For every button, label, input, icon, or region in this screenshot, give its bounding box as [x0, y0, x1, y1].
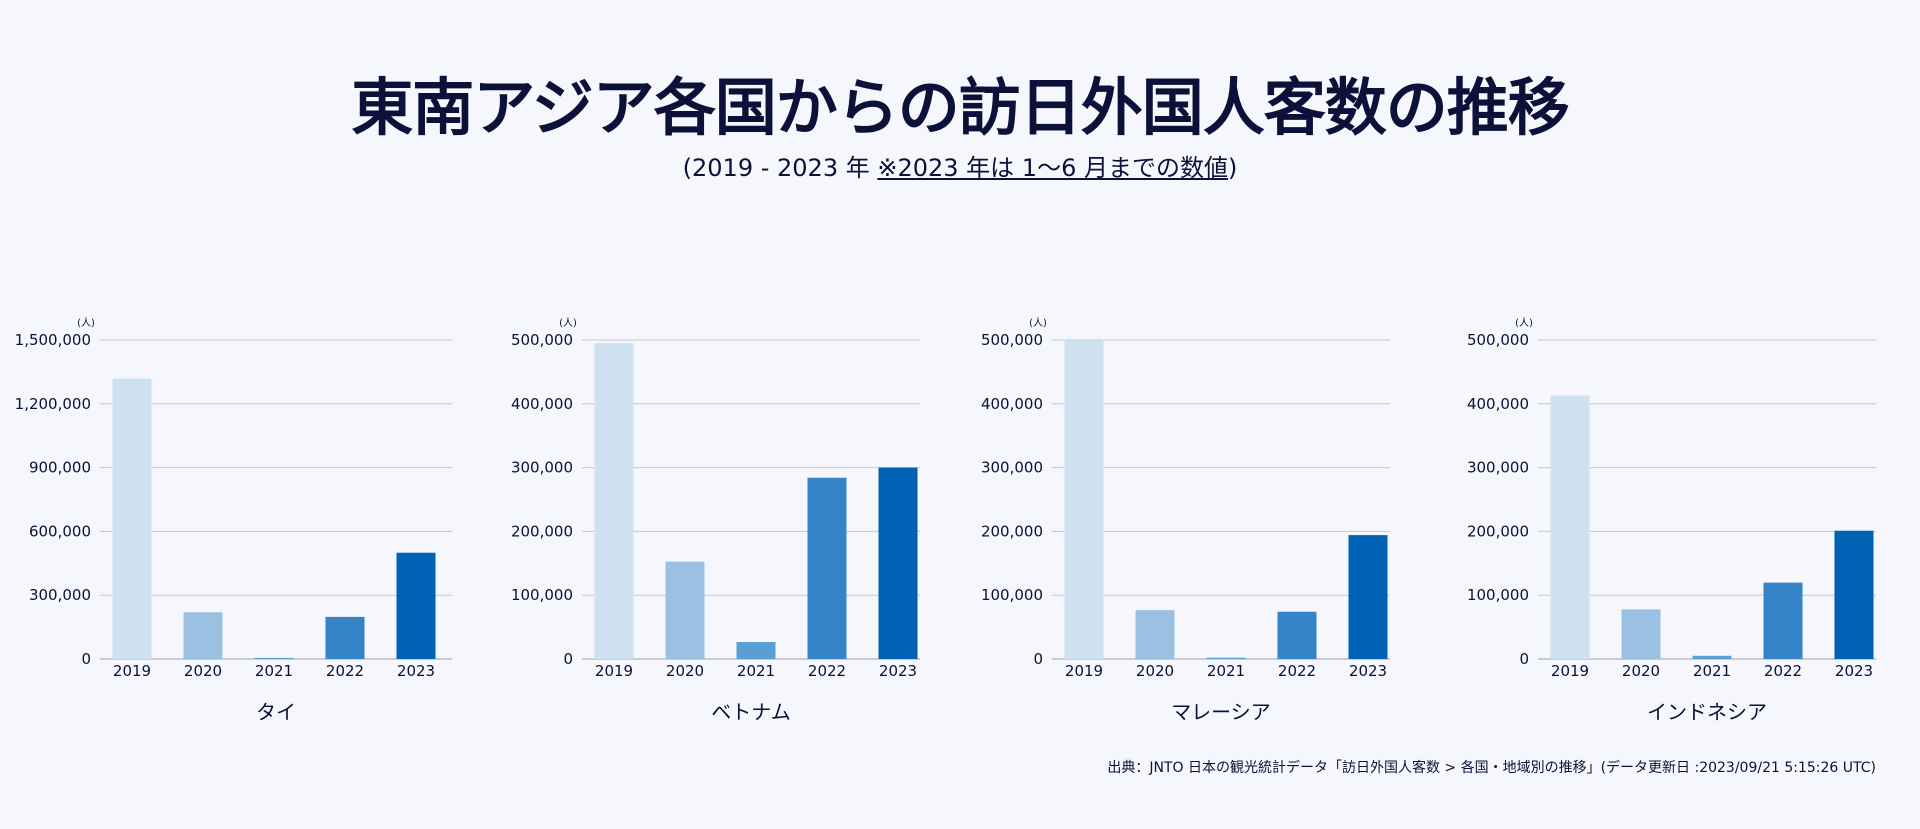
x-tick-label: 2019 [1551, 662, 1589, 680]
bar-2019 [1064, 338, 1104, 659]
bar-2022 [325, 616, 365, 659]
y-tick-label: 900,000 [29, 459, 91, 477]
y-tick-label: 0 [563, 650, 573, 668]
x-tick-label: 2022 [1278, 662, 1316, 680]
y-unit-label: (人) [559, 317, 577, 329]
y-tick-label: 0 [81, 650, 91, 668]
bar-2020 [1135, 610, 1175, 659]
bar-2019 [112, 378, 152, 659]
y-tick-label: 300,000 [1467, 459, 1529, 477]
y-tick-label: 300,000 [29, 586, 91, 604]
x-tick-label: 2021 [1693, 662, 1731, 680]
x-tick-label: 2023 [1349, 662, 1387, 680]
y-tick-label: 0 [1519, 650, 1529, 668]
y-tick-label: 400,000 [981, 395, 1043, 413]
source-note: 出典：JNTO 日本の観光統計データ「訪日外国人客数 > 各国・地域別の推移」(… [1107, 760, 1876, 776]
y-tick-label: 200,000 [1467, 522, 1529, 540]
x-tick-label: 2020 [184, 662, 222, 680]
x-tick-label: 2020 [1136, 662, 1174, 680]
country-label: マレーシア [1171, 700, 1271, 724]
x-tick-label: 2022 [808, 662, 846, 680]
y-tick-label: 100,000 [1467, 586, 1529, 604]
y-tick-label: 500,000 [511, 331, 573, 349]
bar-2023 [396, 552, 436, 659]
x-tick-label: 2023 [397, 662, 435, 680]
chart-4: 0 100,000 200,000 300,000 400,000 500,000 (人) 2… [1467, 317, 1876, 724]
x-tick-label: 2021 [255, 662, 293, 680]
y-tick-label: 200,000 [511, 522, 573, 540]
bar-2020 [665, 561, 705, 659]
bar-2019 [594, 343, 634, 659]
y-tick-label: 100,000 [511, 586, 573, 604]
bar-2023 [1348, 535, 1388, 659]
x-tick-label: 2019 [595, 662, 633, 680]
y-tick-label: 600,000 [29, 522, 91, 540]
bar-2023 [878, 467, 918, 659]
x-tick-label: 2023 [879, 662, 917, 680]
chart-1: 0 300,000 600,000 900,000 1,200,000 1,500,000… [15, 317, 452, 724]
bar-2022 [807, 477, 847, 659]
y-tick-label: 500,000 [1467, 331, 1529, 349]
country-label: ベトナム [711, 700, 790, 724]
y-tick-label: 1,200,000 [15, 395, 91, 413]
bar-2022 [1277, 611, 1317, 659]
bar-2021 [1692, 655, 1732, 659]
y-unit-label: (人) [1515, 317, 1533, 329]
y-tick-label: 400,000 [511, 395, 573, 413]
page-subtitle: (2019 - 2023 年 ※2023 年は 1〜6 月までの数値) [0, 152, 1920, 184]
y-tick-label: 0 [1033, 650, 1043, 668]
bar-2019 [1550, 395, 1590, 659]
y-unit-label: (人) [77, 317, 95, 329]
subtitle-open: ( [682, 154, 693, 182]
bar-2021 [1206, 657, 1246, 659]
x-tick-label: 2023 [1835, 662, 1873, 680]
y-tick-label: 500,000 [981, 331, 1043, 349]
country-label: タイ [256, 700, 296, 724]
x-tick-label: 2021 [1207, 662, 1245, 680]
chart-3: 0 100,000 200,000 300,000 400,000 500,000 (人) 2… [981, 317, 1390, 724]
y-tick-label: 1,500,000 [15, 331, 91, 349]
x-tick-label: 2022 [1764, 662, 1802, 680]
bar-2021 [254, 657, 294, 659]
country-label: インドネシア [1647, 700, 1767, 724]
bar-2020 [183, 612, 223, 659]
y-tick-label: 400,000 [1467, 395, 1529, 413]
subtitle-note: ※2023 年は 1〜6 月までの数値 [877, 154, 1228, 182]
bar-2023 [1834, 530, 1874, 659]
bar-2021 [736, 642, 776, 659]
page-title: 東南アジア各国からの訪日外国人客数の推移 [351, 71, 1570, 144]
y-unit-label: (人) [1029, 317, 1047, 329]
y-tick-label: 200,000 [981, 522, 1043, 540]
x-tick-label: 2019 [1065, 662, 1103, 680]
subtitle-period: 2019 - 2023 年 [692, 154, 878, 182]
bar-2022 [1763, 582, 1803, 659]
x-tick-label: 2022 [326, 662, 364, 680]
x-tick-label: 2020 [666, 662, 704, 680]
x-tick-label: 2021 [737, 662, 775, 680]
chart-2: 0 100,000 200,000 300,000 400,000 500,000 (人) 2… [511, 317, 920, 724]
y-tick-label: 300,000 [981, 459, 1043, 477]
y-tick-label: 300,000 [511, 459, 573, 477]
subtitle-close: ) [1227, 154, 1238, 182]
y-tick-label: 100,000 [981, 586, 1043, 604]
x-tick-label: 2019 [113, 662, 151, 680]
x-tick-label: 2020 [1622, 662, 1660, 680]
bar-2020 [1621, 609, 1661, 659]
